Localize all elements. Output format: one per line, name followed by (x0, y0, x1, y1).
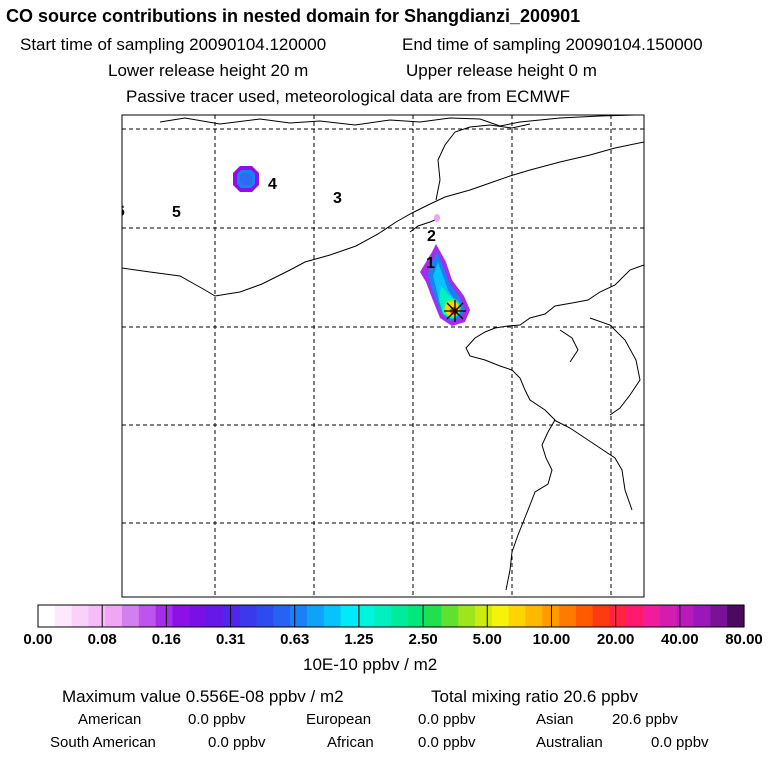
colorbar-cell (105, 605, 123, 627)
colorbar-cell (575, 605, 594, 627)
colorbar-cell (407, 605, 426, 627)
colorbar-cell (592, 605, 611, 627)
maximum-value-label: Maximum value 0.556E-08 ppbv / m2 (62, 687, 344, 706)
american-value: 0.0 ppbv (188, 711, 246, 728)
trajectory-marker-4: 4 (268, 176, 277, 193)
colorbar-tick-label: 80.00 (725, 631, 763, 648)
colorbar-cell (508, 605, 527, 627)
plot-title: CO source contributions in nested domain… (6, 6, 581, 26)
south-american-value: 0.0 ppbv (208, 734, 266, 751)
border-line (435, 123, 531, 201)
colorbar-cell (138, 605, 157, 627)
map-border (121, 114, 645, 598)
colorbar-cell (222, 605, 241, 627)
border-line (159, 115, 636, 127)
colorbar-cell (475, 605, 493, 627)
upper-release-height-label: Upper release height 0 m (406, 61, 597, 80)
colorbar-tick-label: 0.08 (87, 631, 117, 648)
border-line (122, 141, 644, 297)
colorbar-cell (357, 605, 375, 627)
lower-release-height-label: Lower release height 20 m (108, 61, 309, 80)
trajectory-marker-1: 1 (426, 255, 435, 272)
colorbar-cell (693, 605, 711, 627)
start-time-label: Start time of sampling 20090104.120000 (20, 35, 327, 54)
american-label: American (78, 711, 142, 728)
border-line (553, 419, 633, 511)
colorbar-tick-label: 0.16 (151, 631, 181, 648)
colorbar-cell (374, 605, 392, 627)
african-value: 0.0 ppbv (418, 734, 476, 751)
south-american-label: South American (50, 734, 156, 751)
colorbar-cell (273, 605, 291, 627)
total-mixing-ratio-label: Total mixing ratio 20.6 ppbv (431, 687, 638, 706)
trajectory-marker-2: 2 (427, 228, 436, 245)
colorbar-unit-label: 10E-10 ppbv / m2 (303, 655, 438, 674)
colorbar-cell (559, 605, 577, 627)
colorbar-cell (323, 605, 342, 627)
colorbar-cell (525, 605, 543, 627)
colorbar-cell (189, 605, 207, 627)
tracer-info-label: Passive tracer used, meteorological data… (126, 87, 571, 106)
end-time-label: End time of sampling 20090104.150000 (402, 35, 703, 54)
colorbar-tick-label: 40.00 (661, 631, 699, 648)
colorbar-cell (38, 605, 56, 627)
colorbar-cell (155, 605, 174, 627)
colorbar-cell (491, 605, 510, 627)
australian-label: Australian (536, 734, 603, 751)
trajectory-marker-6: 6 (116, 203, 125, 220)
colorbar-cell (441, 605, 459, 627)
colorbar-cell (239, 605, 258, 627)
tracer-patch-4 (233, 166, 259, 192)
trajectory-marker-3: 3 (333, 190, 342, 207)
colorbar-cell (122, 605, 140, 627)
colorbar-tick-label: 0.00 (23, 631, 53, 648)
border-line (589, 317, 641, 416)
colorbar-tick-label: 1.25 (344, 631, 374, 648)
colorbar-cell (710, 605, 728, 627)
colorbar-cell (458, 605, 476, 627)
european-label: European (306, 711, 372, 728)
australian-value: 0.0 ppbv (651, 734, 709, 751)
colorbar-tick-label: 0.31 (215, 631, 246, 648)
asian-value: 20.6 ppbv (612, 711, 678, 728)
colorbar-cell (206, 605, 224, 627)
colorbar-cells (38, 605, 745, 627)
colorbar-dividers (101, 605, 681, 627)
colorbar-tick-label: 0.63 (280, 631, 310, 648)
colorbar-tick-label: 5.00 (472, 631, 502, 648)
colorbar-tick-label: 2.50 (408, 631, 438, 648)
colorbar-cell (659, 605, 678, 627)
colorbar-cell (609, 605, 627, 627)
colorbar-cell (391, 605, 409, 627)
tracer-patch-faint (434, 214, 440, 222)
lat-lon-grid (122, 115, 644, 597)
colorbar-cell (71, 605, 90, 627)
receptor-station-marker (444, 300, 466, 322)
colorbar-cell (643, 605, 661, 627)
colorbar-cell (256, 605, 274, 627)
trajectory-marker-5: 5 (172, 204, 181, 221)
colorbar-cell (424, 605, 443, 627)
colorbar-tick-label: 10.00 (532, 631, 571, 648)
colorbar-cell (54, 605, 73, 627)
colorbar-cell (626, 605, 644, 627)
colorbar-cell (727, 605, 745, 627)
african-label: African (327, 734, 374, 751)
colorbar-cell (676, 605, 695, 627)
colorbar-cell (340, 605, 358, 627)
borders-coastlines (122, 115, 644, 591)
colorbar-cell (88, 605, 106, 627)
colorbar-cell (290, 605, 308, 627)
border-line (465, 264, 644, 591)
colorbar-border (37, 604, 745, 628)
colorbar-cell (306, 605, 325, 627)
border-line (559, 329, 579, 363)
colorbar-cell (172, 605, 190, 627)
european-value: 0.0 ppbv (418, 711, 476, 728)
asian-label: Asian (536, 711, 574, 728)
colorbar-tick-label: 20.00 (596, 631, 635, 648)
